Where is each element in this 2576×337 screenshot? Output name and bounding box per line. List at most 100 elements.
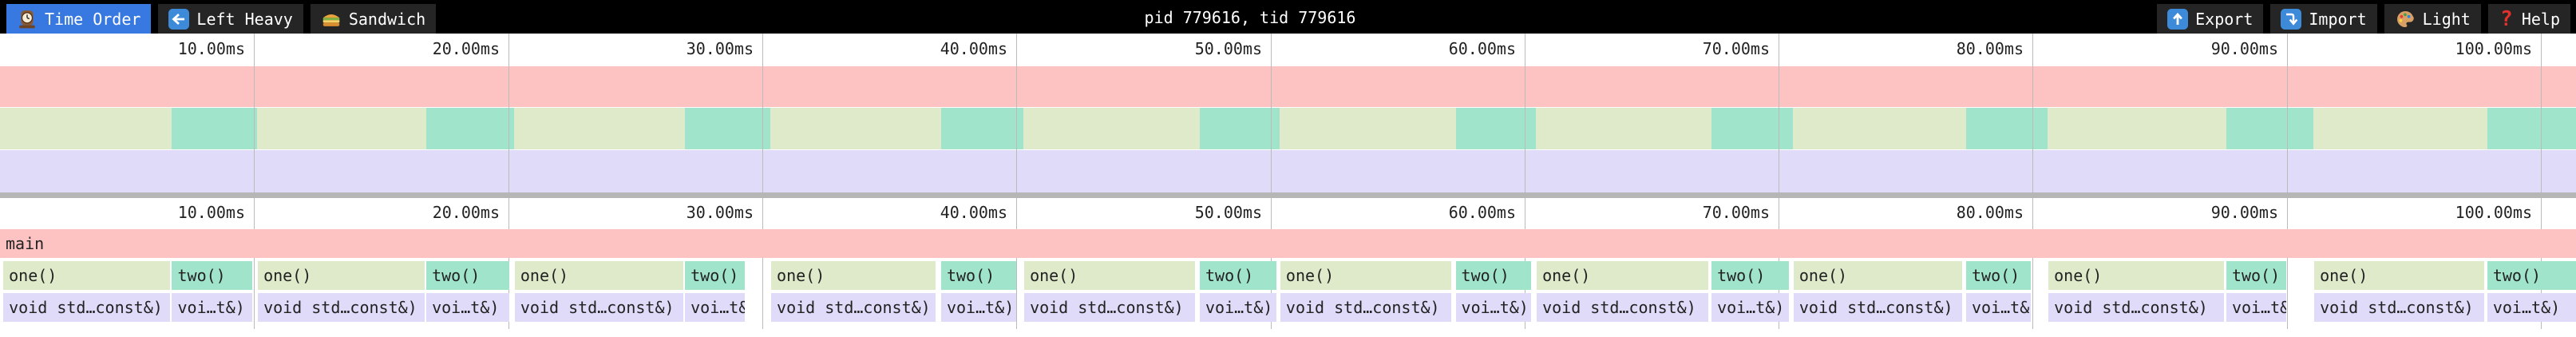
frame-two[interactable]: two() [1711, 261, 1790, 290]
frame-leaf-under-two[interactable]: voi…t&) [940, 293, 1016, 322]
export-icon [2167, 8, 2189, 30]
time-tick-label: 60.00ms [1448, 203, 1516, 222]
minimap-frame-two [1711, 108, 1793, 149]
frame-one[interactable]: one() [1793, 261, 1962, 290]
minimap-frame-two [426, 108, 514, 149]
frame-one[interactable]: one() [514, 261, 683, 290]
frame-leaf-under-two[interactable]: voi…t&) [172, 293, 253, 322]
frame-one[interactable]: one() [1280, 261, 1452, 290]
frame-main[interactable]: main [0, 229, 2576, 258]
frame-two[interactable]: two() [1455, 261, 1532, 290]
time-gridline [1016, 198, 1017, 329]
frame-leaf-under-one[interactable]: void std…const&) [2048, 293, 2225, 322]
frame-one[interactable]: one() [3, 261, 170, 290]
palette-icon [2395, 9, 2416, 30]
frame-leaf-under-two[interactable]: voi…t&) [2226, 293, 2287, 322]
time-tick-label: 40.00ms [940, 39, 1007, 58]
toolbar: Time Order Left Heavy Sandwich pid 779616,… [0, 0, 2576, 34]
time-gridline [254, 198, 255, 329]
time-tick-label: 90.00ms [2210, 203, 2278, 222]
time-tick-label: 10.00ms [177, 203, 245, 222]
time-tick-label: 70.00ms [1702, 39, 1770, 58]
frame-leaf-under-one[interactable]: void std…const&) [1793, 293, 1962, 322]
flamechart-depth-0: main [0, 229, 2576, 258]
frame-two[interactable]: two() [685, 261, 745, 290]
frame-leaf-under-two[interactable]: voi…t&) [685, 293, 745, 322]
time-tick-label: 90.00ms [2210, 39, 2278, 58]
time-gridline [1016, 34, 1017, 192]
frame-two[interactable]: two() [1200, 261, 1277, 290]
frame-one[interactable]: one() [771, 261, 936, 290]
view-mode-tabs: Time Order Left Heavy Sandwich [6, 4, 437, 34]
frame-leaf-under-two[interactable]: voi…t&) [1200, 293, 1277, 322]
frame-one[interactable]: one() [2314, 261, 2484, 290]
button-label: Import [2309, 9, 2367, 29]
frame-two[interactable]: two() [1966, 261, 2032, 290]
time-gridline [762, 198, 763, 329]
time-tick-label: 50.00ms [1194, 203, 1262, 222]
time-gridline [2032, 34, 2033, 192]
minimap-row-children [0, 108, 2576, 149]
tab-label: Time Order [45, 9, 141, 29]
minimap-flamechart-divider[interactable] [0, 192, 2576, 198]
button-label: Export [2195, 9, 2254, 29]
frame-one[interactable]: one() [2048, 261, 2225, 290]
minimap-frame-two [685, 108, 771, 149]
light-button[interactable]: Light [2384, 4, 2481, 34]
minimap-frame-two [1966, 108, 2048, 149]
help-icon: ? [2500, 6, 2513, 31]
frame-one[interactable]: one() [1024, 261, 1195, 290]
flamechart-canvas[interactable]: 10.00ms 20.00ms 30.00ms 40.00ms 50.00ms 60.00… [0, 198, 2576, 337]
frame-leaf-under-one[interactable]: void std…const&) [771, 293, 936, 322]
frame-leaf-under-one[interactable]: void std…const&) [3, 293, 170, 322]
tab-time-order[interactable]: Time Order [6, 4, 152, 34]
tab-label: Sandwich [348, 9, 426, 29]
tab-label: Left Heavy [196, 9, 293, 29]
time-tick-label: 80.00ms [1956, 39, 2024, 58]
minimap-frame-two [1200, 108, 1280, 149]
sandwich-icon [321, 9, 342, 30]
minimap-canvas[interactable]: 10.00ms 20.00ms 30.00ms 40.00ms 50.00ms 60.00… [0, 34, 2576, 192]
frame-leaf-under-one[interactable]: void std…const&) [514, 293, 683, 322]
minimap-frame-two [2226, 108, 2314, 149]
frame-one[interactable]: one() [1537, 261, 1708, 290]
time-tick-label: 100.00ms [2455, 203, 2532, 222]
frame-leaf-under-one[interactable]: void std…const&) [258, 293, 425, 322]
minimap-frame-two [172, 108, 258, 149]
tab-sandwich[interactable]: Sandwich [310, 4, 437, 34]
frame-leaf-under-one[interactable]: void std…const&) [1280, 293, 1452, 322]
frame-leaf-under-two[interactable]: voi…t&) [1711, 293, 1790, 322]
time-gridline [508, 34, 509, 192]
frame-leaf-under-two[interactable]: voi…t&) [1966, 293, 2032, 322]
time-gridline [762, 34, 763, 192]
time-gridline [2541, 34, 2542, 192]
time-tick-label: 10.00ms [177, 39, 245, 58]
time-tick-label: 20.00ms [432, 203, 500, 222]
export-button[interactable]: Export [2157, 4, 2264, 34]
import-button[interactable]: Import [2270, 4, 2377, 34]
help-button[interactable]: ? Help [2487, 4, 2570, 34]
frame-two[interactable]: two() [2487, 261, 2576, 290]
flamechart-depth-1: one() two() one() two() one() two() one() two()… [0, 261, 2576, 290]
time-gridline [1271, 34, 1272, 192]
minimap-row-leaf [0, 150, 2576, 192]
time-tick-label: 30.00ms [686, 203, 754, 222]
frame-one[interactable]: one() [258, 261, 425, 290]
frame-leaf-under-one[interactable]: void std…const&) [1024, 293, 1195, 322]
frame-leaf-under-two[interactable]: voi…t&) [426, 293, 509, 322]
frame-two[interactable]: two() [940, 261, 1016, 290]
frame-two[interactable]: two() [426, 261, 509, 290]
time-tick-label: 50.00ms [1194, 39, 1262, 58]
tab-left-heavy[interactable]: Left Heavy [158, 4, 303, 34]
frame-leaf-under-two[interactable]: voi…t&) [1455, 293, 1532, 322]
time-gridline [2287, 34, 2288, 192]
frame-leaf-under-one[interactable]: void std…const&) [1537, 293, 1708, 322]
clock-icon [17, 9, 38, 30]
frame-leaf-under-one[interactable]: void std…const&) [2314, 293, 2484, 322]
time-tick-label: 100.00ms [2455, 39, 2532, 58]
frame-two[interactable]: two() [172, 261, 253, 290]
frame-two[interactable]: two() [2226, 261, 2287, 290]
button-label: Light [2422, 9, 2471, 29]
frame-leaf-under-two[interactable]: voi…t&) [2487, 293, 2576, 322]
minimap-frame-two [940, 108, 1024, 149]
